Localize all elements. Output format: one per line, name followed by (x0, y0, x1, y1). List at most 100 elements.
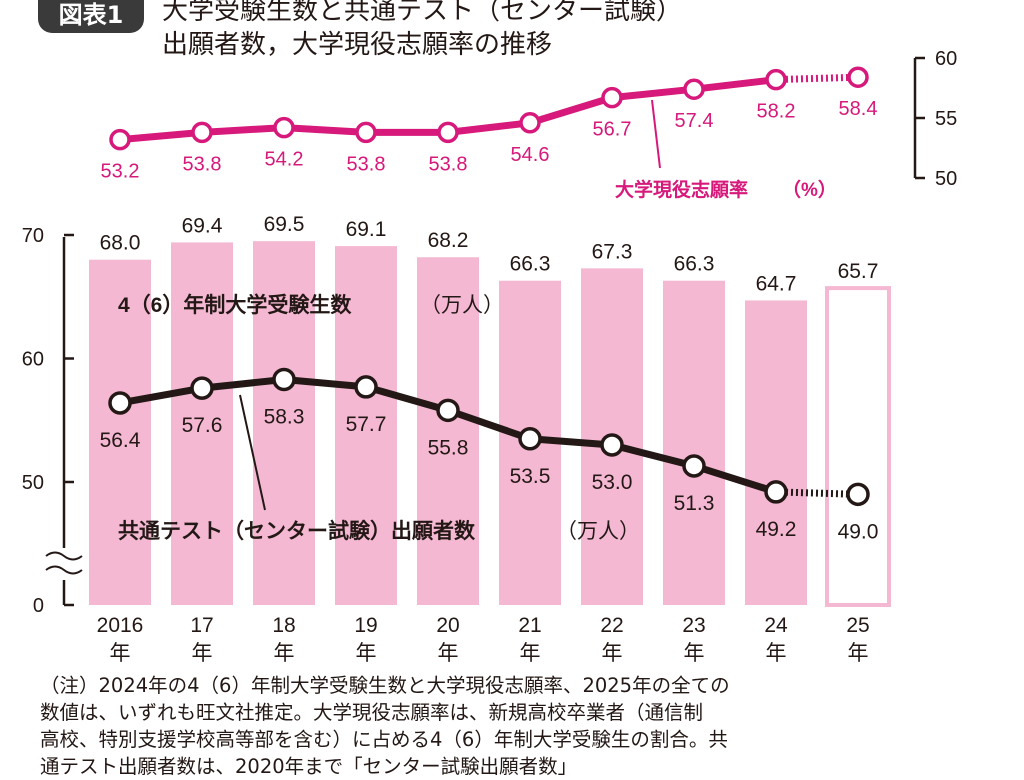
bar-value-label-17: 69.4 (182, 214, 223, 237)
x-tick-suffix-23: 年 (684, 642, 705, 665)
rate-point-20 (437, 121, 459, 144)
rate-value-label-20: 53.8 (429, 153, 468, 175)
x-tick-suffix-22: 年 (602, 642, 623, 665)
applicants-point-18 (272, 367, 296, 392)
x-tick-suffix-18: 年 (274, 642, 295, 665)
chart-title-line-1: 大学受験生数と共通テスト（センター試験） (162, 0, 683, 26)
y-tick-label-0: 0 (33, 595, 44, 617)
applicants-series-unit: （万人） (556, 520, 640, 543)
rate-series-label: 大学現役志願率 (615, 178, 748, 201)
applicants-value-label-2016: 56.4 (100, 429, 141, 452)
applicants-line-estimated (775, 488, 859, 498)
rate-point-23 (683, 78, 705, 100)
applicants-series-label: 共通テスト（センター試験）出願者数 (118, 519, 476, 543)
applicants-value-label-25: 49.0 (838, 520, 879, 543)
rate-value-label-22: 56.7 (593, 119, 632, 141)
applicants-point-17 (190, 376, 214, 400)
applicants-point-24 (764, 480, 788, 504)
applicants-point-20 (436, 398, 460, 423)
x-tick-suffix-19: 年 (356, 642, 377, 665)
bar-18 (253, 241, 315, 606)
applicants-value-label-17: 57.6 (182, 414, 223, 437)
rate-point-18 (273, 116, 295, 139)
applicants-value-label-18: 58.3 (264, 405, 305, 428)
bar-series-unit: （万人） (420, 294, 504, 317)
bar-20 (417, 257, 479, 605)
bar-23 (663, 280, 725, 605)
rate-label-leader (651, 99, 661, 169)
applicants-point-22 (600, 433, 624, 457)
rate-value-label-2016: 53.2 (101, 161, 140, 183)
bar-19 (335, 246, 397, 606)
bar-value-label-24: 64.7 (756, 272, 797, 295)
note-line-2: 数値は、いずれも旺文社推定。大学現役志願率は、新規高校卒業者（通信制 (40, 701, 704, 724)
chart-title-line-2: 出願者数，大学現役志願率の推移 (162, 30, 553, 60)
bar-value-label-18: 69.5 (264, 213, 305, 236)
rate-tick-label-55: 55 (935, 108, 957, 130)
applicants-value-label-21: 53.5 (510, 465, 551, 488)
bar-25 (825, 286, 891, 607)
bar-17 (171, 242, 233, 605)
applicants-value-label-23: 51.3 (674, 492, 715, 515)
bar-value-label-20: 68.2 (428, 229, 469, 252)
applicants-point-19 (354, 375, 378, 399)
x-tick-suffix-20: 年 (438, 642, 459, 665)
note-line-4: 通テスト出願者数は、2020年まで「センター試験出願者数」 (40, 755, 578, 778)
chart-area: 68.0 69.4 69.5 69.1 68.2 66.3 67.3 66.3 64.7 65.7… (22, 48, 958, 665)
rate-point-24 (765, 68, 787, 91)
note-line-3: 高校、特別支援学校高等部を含む）に占める4（6）年制大学受験生の割合。共 (40, 728, 728, 751)
rate-point-21 (519, 112, 541, 134)
rate-tick-label-60: 60 (935, 48, 957, 70)
rate-tick-label-50: 50 (935, 168, 957, 190)
bar-value-label-2016: 68.0 (100, 232, 141, 255)
applicants-value-label-24: 49.2 (756, 518, 797, 541)
x-tick-suffix-21: 年 (520, 642, 541, 665)
note-line-1: （注）2024年の4（6）年制大学受験生数と大学現役志願率、2025年の全ての (40, 674, 730, 697)
bar-value-label-19: 69.1 (346, 218, 387, 241)
x-tick-suffix-17: 年 (192, 642, 213, 665)
applicants-point-23 (682, 454, 706, 478)
x-tick-label-18: 18 (272, 614, 295, 637)
applicants-point-2016 (108, 391, 132, 415)
x-tick-label-19: 19 (354, 614, 377, 637)
rate-value-label-18: 54.2 (265, 149, 304, 171)
applicants-value-label-20: 55.8 (428, 436, 469, 459)
rate-point-25 (847, 66, 869, 88)
axis-break-mark (45, 551, 83, 575)
y-tick-label-50: 50 (22, 472, 44, 494)
x-tick-label-21: 21 (518, 614, 541, 637)
y-tick-label-60: 60 (22, 349, 44, 371)
rate-value-label-21: 54.6 (511, 144, 550, 166)
bar-value-label-22: 67.3 (592, 240, 633, 263)
bar-2016 (89, 259, 151, 605)
x-tick-label-25: 25 (846, 614, 869, 637)
rate-value-label-17: 53.8 (183, 153, 222, 175)
rate-point-17 (191, 121, 213, 144)
x-tick-label-20: 20 (436, 614, 459, 637)
rate-value-label-24: 58.2 (757, 101, 796, 123)
x-tick-suffix-24: 年 (766, 642, 787, 665)
rate-value-label-23: 57.4 (675, 110, 714, 132)
bar-value-label-23: 66.3 (674, 253, 715, 276)
bar-value-label-21: 66.3 (510, 253, 551, 276)
rate-series-unit: （%） (782, 178, 837, 201)
applicants-value-label-22: 53.0 (592, 471, 633, 494)
rate-value-label-25: 58.4 (839, 98, 878, 120)
bar-24 (745, 300, 807, 605)
x-tick-suffix-2016: 年 (110, 642, 131, 665)
bar-value-label-25: 65.7 (838, 260, 879, 283)
rate-line-estimated (775, 73, 859, 84)
applicants-value-label-19: 57.7 (346, 413, 387, 436)
x-tick-label-17: 17 (190, 614, 213, 637)
x-tick-suffix-25: 年 (848, 642, 869, 665)
x-tick-label-22: 22 (600, 614, 623, 637)
rate-point-19 (355, 121, 377, 144)
x-tick-label-23: 23 (682, 614, 705, 637)
x-tick-label-24: 24 (764, 614, 788, 637)
figure-badge: 図表1 (38, 0, 144, 33)
x-tick-label-2016: 2016 (97, 614, 144, 637)
y-tick-label-70: 70 (22, 225, 44, 247)
rate-point-22 (601, 86, 623, 109)
applicants-point-21 (518, 427, 542, 451)
rate-value-label-19: 53.8 (347, 153, 386, 175)
